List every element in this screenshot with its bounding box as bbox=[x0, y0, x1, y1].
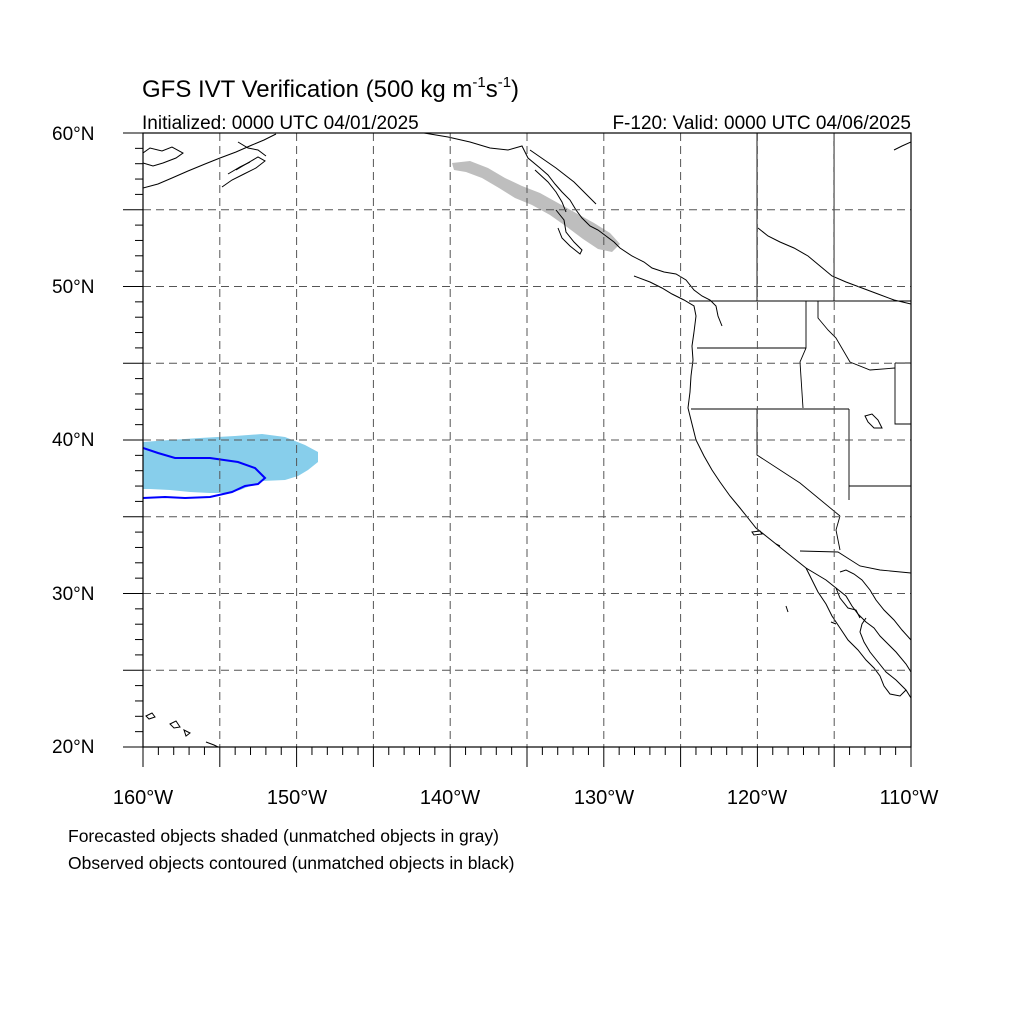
lat-label-20: 20°N bbox=[52, 737, 94, 758]
map-panel bbox=[143, 133, 911, 747]
lat-label-40: 40°N bbox=[52, 430, 94, 451]
state-boundaries bbox=[689, 133, 911, 574]
matched-forecast-object bbox=[143, 434, 318, 493]
lat-label-60: 60°N bbox=[52, 124, 94, 145]
gridlines bbox=[143, 133, 911, 747]
figure-title: GFS IVT Verification (500 kg m-1s-1) bbox=[142, 74, 519, 103]
lon-label-150w: 150°W bbox=[267, 787, 327, 809]
lon-label-110w: 110°W bbox=[880, 787, 939, 809]
valid-time: F-120: Valid: 0000 UTC 04/06/2025 bbox=[612, 113, 911, 134]
lat-label-30: 30°N bbox=[52, 584, 94, 605]
lon-labels: 160°W 150°W 140°W 130°W 120°W 110°W bbox=[113, 787, 939, 809]
initialized-time: Initialized: 0000 UTC 04/01/2025 bbox=[142, 113, 419, 134]
lon-label-140w: 140°W bbox=[420, 787, 480, 809]
caption-forecast: Forecasted objects shaded (unmatched obj… bbox=[68, 826, 499, 846]
caption-observed: Observed objects contoured (unmatched ob… bbox=[68, 853, 515, 873]
lat-label-50: 50°N bbox=[52, 277, 94, 298]
lon-label-120w: 120°W bbox=[727, 787, 787, 809]
lon-label-160w: 160°W bbox=[113, 787, 173, 809]
lat-labels: 20°N 30°N 40°N 50°N 60°N bbox=[52, 124, 94, 758]
lon-label-130w: 130°W bbox=[574, 787, 634, 809]
axis-ticks bbox=[123, 132, 912, 767]
unmatched-forecast-object bbox=[452, 161, 620, 252]
matched-observed-contour bbox=[143, 447, 267, 500]
coastlines bbox=[143, 133, 911, 747]
